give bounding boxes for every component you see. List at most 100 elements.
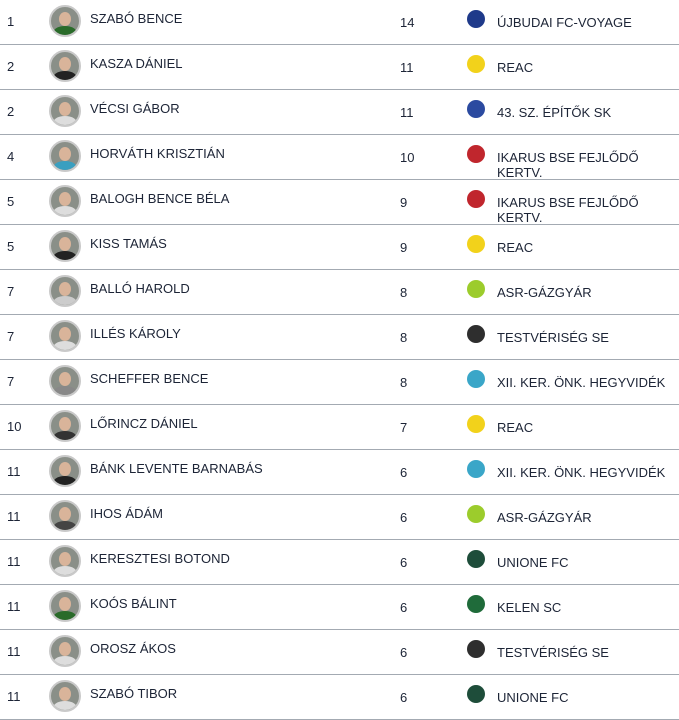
goals: 8 — [400, 330, 408, 345]
rank: 11 — [7, 689, 21, 704]
table-row[interactable]: 11 OROSZ ÁKOS 6 TESTVÉRISÉG SE — [0, 630, 679, 675]
club-name[interactable]: REAC — [497, 240, 534, 255]
club-crest-icon — [467, 10, 485, 28]
player-avatar — [49, 320, 81, 352]
club-name[interactable]: ASR-GÁZGYÁR — [497, 285, 592, 300]
club-name[interactable]: ASR-GÁZGYÁR — [497, 510, 592, 525]
goals: 8 — [400, 285, 408, 300]
club-crest-icon — [467, 505, 485, 523]
player-name[interactable]: OROSZ ÁKOS — [90, 641, 176, 656]
player-avatar — [49, 545, 81, 577]
table-row[interactable]: 11 IHOS ÁDÁM 6 ASR-GÁZGYÁR — [0, 495, 679, 540]
table-row[interactable]: 4 HORVÁTH KRISZTIÁN 10 IKARUS BSE FEJLŐD… — [0, 135, 679, 180]
table-row[interactable]: 7 SCHEFFER BENCE 8 XII. KER. ÖNK. HEGYVI… — [0, 360, 679, 405]
player-avatar — [49, 140, 81, 172]
club-name[interactable]: XII. KER. ÖNK. HEGYVIDÉK — [497, 375, 666, 390]
player-name[interactable]: LŐRINCZ DÁNIEL — [90, 416, 198, 431]
rank: 1 — [7, 14, 15, 29]
club-crest-icon — [467, 55, 485, 73]
player-name[interactable]: HORVÁTH KRISZTIÁN — [90, 146, 225, 161]
club-crest-icon — [467, 640, 485, 658]
table-row[interactable]: 11 KOÓS BÁLINT 6 KELEN SC — [0, 585, 679, 630]
club-name[interactable]: XII. KER. ÖNK. HEGYVIDÉK — [497, 465, 666, 480]
goals: 9 — [400, 195, 408, 210]
player-avatar — [49, 230, 81, 262]
goals: 9 — [400, 240, 408, 255]
club-name[interactable]: TESTVÉRISÉG SE — [497, 645, 609, 660]
player-avatar — [49, 365, 81, 397]
rank: 11 — [7, 644, 21, 659]
rank: 11 — [7, 599, 21, 614]
goals: 6 — [400, 645, 408, 660]
table-row[interactable]: 7 ILLÉS KÁROLY 8 TESTVÉRISÉG SE — [0, 315, 679, 360]
player-name[interactable]: BALLÓ HAROLD — [90, 281, 190, 296]
player-name[interactable]: ILLÉS KÁROLY — [90, 326, 181, 341]
rank: 7 — [7, 329, 15, 344]
table-row[interactable]: 2 KASZA DÁNIEL 11 REAC — [0, 45, 679, 90]
club-name[interactable]: TESTVÉRISÉG SE — [497, 330, 609, 345]
player-avatar — [49, 5, 81, 37]
club-name[interactable]: UNIONE FC — [497, 555, 569, 570]
club-crest-icon — [467, 370, 485, 388]
goals: 10 — [400, 150, 415, 165]
player-name[interactable]: KASZA DÁNIEL — [90, 56, 183, 71]
table-row[interactable]: 7 BALLÓ HAROLD 8 ASR-GÁZGYÁR — [0, 270, 679, 315]
player-avatar — [49, 50, 81, 82]
club-name[interactable]: IKARUS BSE FEJLŐDŐ KERTV. — [497, 195, 639, 225]
player-avatar — [49, 410, 81, 442]
rank: 2 — [7, 104, 15, 119]
rank: 5 — [7, 239, 15, 254]
goals: 6 — [400, 510, 408, 525]
club-name[interactable]: UNIONE FC — [497, 690, 569, 705]
player-name[interactable]: SZABÓ BENCE — [90, 11, 183, 26]
club-crest-icon — [467, 100, 485, 118]
goals: 11 — [400, 60, 414, 75]
player-name[interactable]: KISS TAMÁS — [90, 236, 167, 251]
rank: 11 — [7, 464, 21, 479]
player-avatar — [49, 185, 81, 217]
club-name[interactable]: REAC — [497, 420, 534, 435]
club-name[interactable]: 43. SZ. ÉPÍTŐK SK — [497, 105, 612, 120]
club-crest-icon — [467, 550, 485, 568]
table-row[interactable]: 11 SZABÓ TIBOR 6 UNIONE FC — [0, 675, 679, 720]
club-name[interactable]: REAC — [497, 60, 534, 75]
table-row[interactable]: 11 KERESZTESI BOTOND 6 UNIONE FC — [0, 540, 679, 585]
goals: 11 — [400, 105, 414, 120]
table-row[interactable]: 10 LŐRINCZ DÁNIEL 7 REAC — [0, 405, 679, 450]
table-row[interactable]: 5 BALOGH BENCE BÉLA 9 IKARUS BSE FEJLŐDŐ… — [0, 180, 679, 225]
club-crest-icon — [467, 415, 485, 433]
player-name[interactable]: IHOS ÁDÁM — [90, 506, 163, 521]
player-avatar — [49, 500, 81, 532]
table-row[interactable]: 5 KISS TAMÁS 9 REAC — [0, 225, 679, 270]
rank: 7 — [7, 374, 15, 389]
rank: 5 — [7, 194, 15, 209]
table-row[interactable]: 11 BÁNK LEVENTE BARNABÁS 6 XII. KER. ÖNK… — [0, 450, 679, 495]
player-name[interactable]: KERESZTESI BOTOND — [90, 551, 230, 566]
player-name[interactable]: SCHEFFER BENCE — [90, 371, 209, 386]
goals: 14 — [400, 15, 415, 30]
club-name[interactable]: IKARUS BSE FEJLŐDŐ KERTV. — [497, 150, 639, 180]
rank: 11 — [7, 509, 21, 524]
goals: 6 — [400, 465, 408, 480]
player-avatar — [49, 590, 81, 622]
goals: 8 — [400, 375, 408, 390]
goals: 7 — [400, 420, 408, 435]
goals: 6 — [400, 600, 408, 615]
club-crest-icon — [467, 685, 485, 703]
player-name[interactable]: SZABÓ TIBOR — [90, 686, 178, 701]
table-row[interactable]: 1 SZABÓ BENCE 14 ÚJBUDAI FC-VOYAGE — [0, 0, 679, 45]
club-name[interactable]: ÚJBUDAI FC-VOYAGE — [497, 15, 632, 30]
rank: 2 — [7, 59, 15, 74]
player-avatar — [49, 455, 81, 487]
club-name[interactable]: KELEN SC — [497, 600, 562, 615]
club-crest-icon — [467, 235, 485, 253]
player-name[interactable]: BALOGH BENCE BÉLA — [90, 191, 230, 206]
player-avatar — [49, 635, 81, 667]
table-row[interactable]: 2 VÉCSI GÁBOR 11 43. SZ. ÉPÍTŐK SK — [0, 90, 679, 135]
club-crest-icon — [467, 460, 485, 478]
club-crest-icon — [467, 325, 485, 343]
player-name[interactable]: KOÓS BÁLINT — [90, 596, 177, 611]
player-name[interactable]: BÁNK LEVENTE BARNABÁS — [90, 461, 263, 476]
player-name[interactable]: VÉCSI GÁBOR — [90, 101, 180, 116]
